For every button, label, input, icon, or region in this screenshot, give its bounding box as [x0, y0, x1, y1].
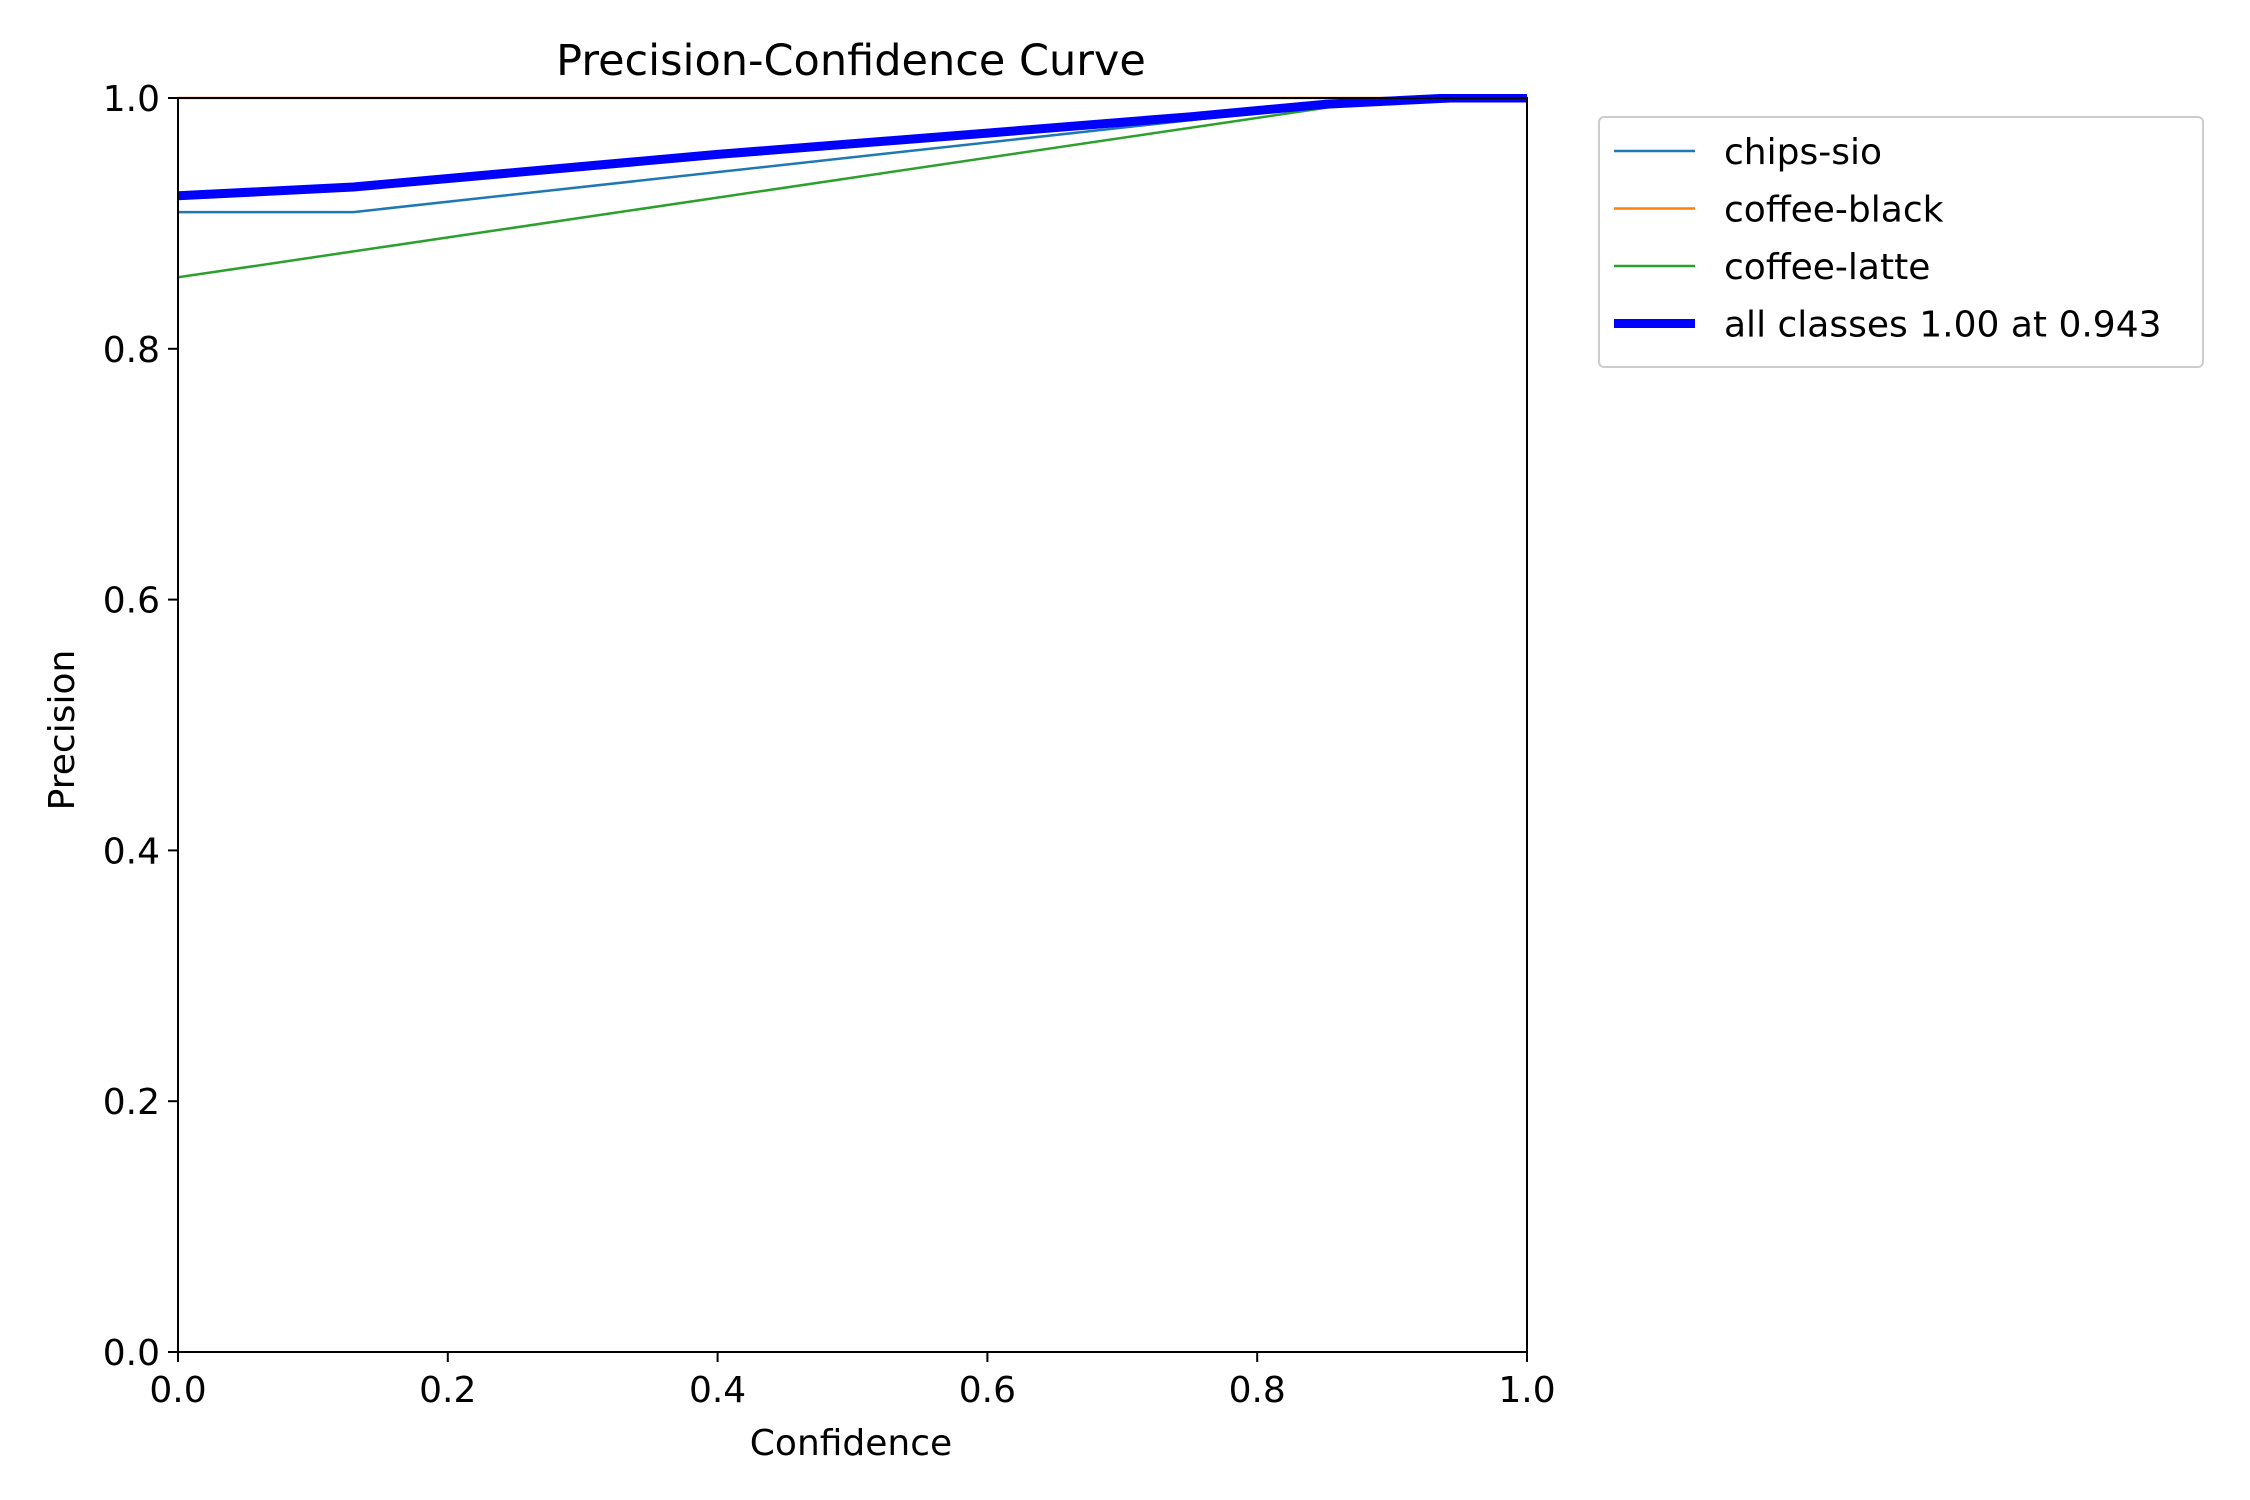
legend-box: [1598, 116, 2204, 368]
y-tick-label: 1.0: [103, 79, 160, 120]
y-axis-title: Precision: [42, 650, 83, 811]
y-tick-label: 0.4: [103, 831, 160, 872]
plot-area: [177, 94, 1528, 1353]
y-tick-label: 0.0: [103, 1333, 160, 1374]
legend-label: coffee-latte: [1724, 247, 1930, 288]
series-line-all-classes-1-00-at-0-943: [178, 94, 1527, 201]
axes-frame: [177, 97, 1528, 1353]
legend: chips-sio coffee-black coffee-latte all cla…: [1598, 116, 2204, 368]
y-axis-ticks: 0.0 0.2 0.4 0.6 0.8 1.0: [103, 79, 178, 1374]
legend-label: chips-sio: [1724, 132, 1882, 173]
legend-label: coffee-black: [1724, 190, 1944, 231]
x-tick-label: 0.6: [959, 1370, 1016, 1411]
x-tick-label: 0.0: [149, 1370, 206, 1411]
x-axis-title: Confidence: [750, 1423, 952, 1464]
legend-label: all classes 1.00 at 0.943: [1724, 305, 2162, 346]
x-tick-label: 0.2: [419, 1370, 476, 1411]
y-tick-label: 0.2: [103, 1082, 160, 1123]
x-axis-ticks: 0.0 0.2 0.4 0.6 0.8 1.0: [149, 1352, 1556, 1411]
x-tick-label: 0.8: [1229, 1370, 1286, 1411]
x-tick-label: 0.4: [689, 1370, 746, 1411]
x-tick-label: 1.0: [1498, 1370, 1555, 1411]
y-tick-label: 0.6: [103, 581, 160, 622]
y-tick-label: 0.8: [103, 330, 160, 371]
chart-title: Precision-Confidence Curve: [556, 36, 1146, 86]
